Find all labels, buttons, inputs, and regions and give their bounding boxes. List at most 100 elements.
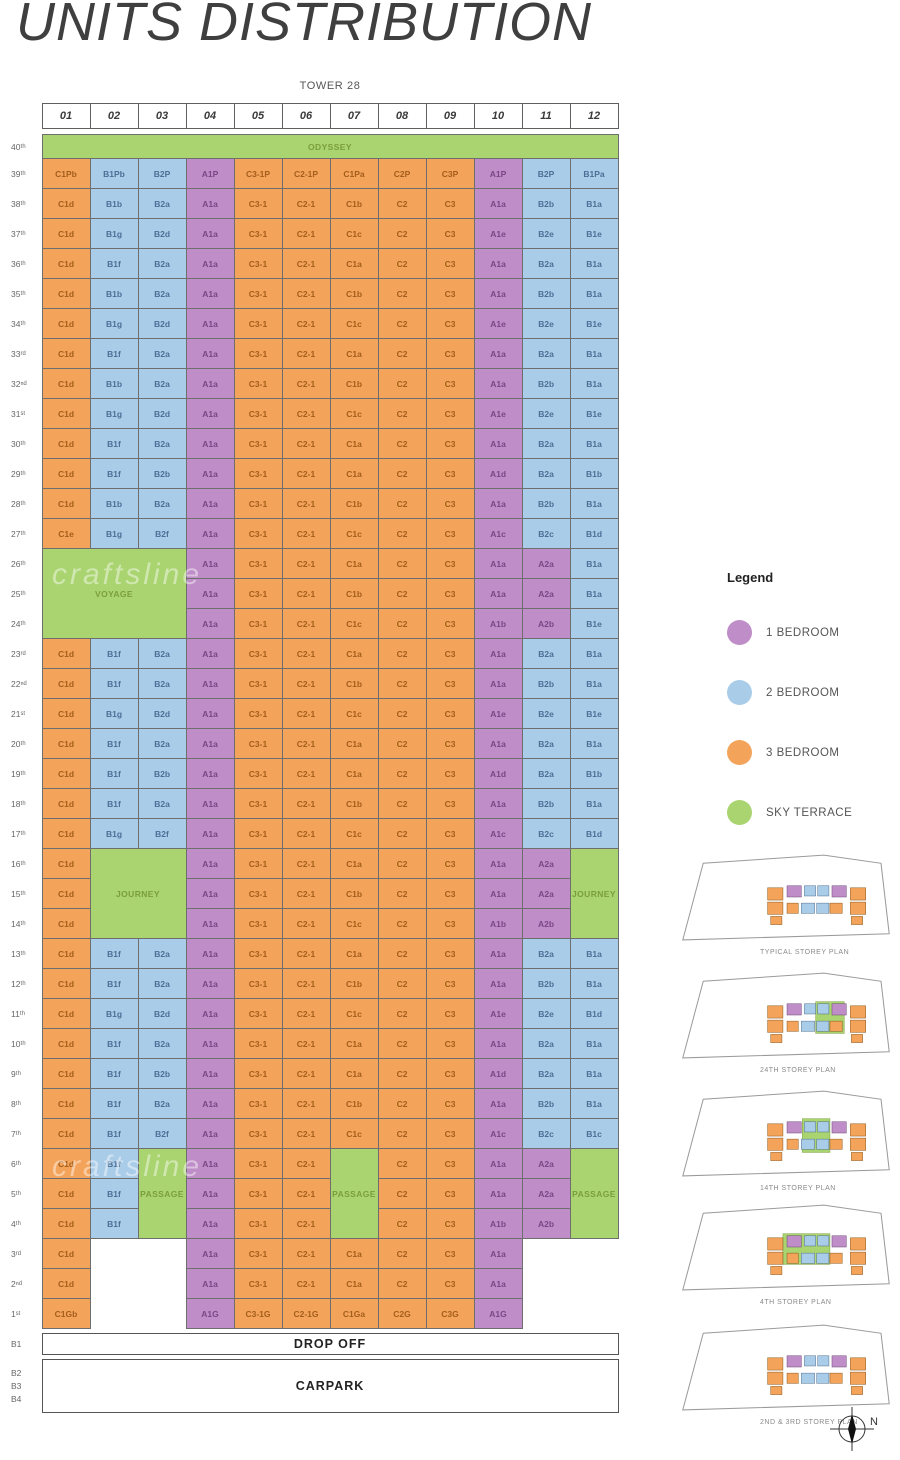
floor-label: 34ᵗʰ	[11, 318, 26, 329]
unit-cell: C2-1	[281, 608, 331, 639]
unit-cell: B1f	[89, 1208, 139, 1239]
drop-off-cell: DROP OFF	[41, 1333, 619, 1355]
page-title: UNITS DISTRIBUTION	[16, 0, 593, 52]
unit-cell: C3	[425, 968, 475, 999]
unit-cell: B1f	[89, 638, 139, 669]
unit-cell: A2a	[521, 1148, 571, 1179]
unit-cell: C1a	[329, 1238, 379, 1269]
unit-cell: C2-1	[281, 728, 331, 759]
unit-cell: B2a	[137, 1028, 187, 1059]
unit-cell: B1f	[89, 938, 139, 969]
unit-cell: C1Pb	[41, 158, 91, 189]
unit-cell: A1a	[185, 758, 235, 789]
unit-cell: B2a	[137, 428, 187, 459]
unit-cell: B1a	[569, 638, 619, 669]
unit-cell: A1a	[473, 788, 523, 819]
unit-cell: C3-1	[233, 368, 283, 399]
unit-cell: C2-1G	[281, 1298, 331, 1329]
unit-cell: A1e	[473, 308, 523, 339]
floor-label: 24ᵗʰ	[11, 618, 26, 629]
floor-label: 4ᵗʰ	[11, 1218, 21, 1229]
unit-cell: C3	[425, 1088, 475, 1119]
stack-header: 03	[137, 103, 187, 129]
unit-cell: C3-1	[233, 578, 283, 609]
floor-label: 27ᵗʰ	[11, 528, 26, 539]
unit-cell: A1a	[185, 1268, 235, 1299]
unit-cell: A1a	[185, 458, 235, 489]
unit-cell: C3	[425, 308, 475, 339]
unit-cell: B2d	[137, 398, 187, 429]
unit-cell: C1c	[329, 818, 379, 849]
unit-cell: A1a	[473, 1238, 523, 1269]
unit-cell: B1a	[569, 668, 619, 699]
unit-cell: C3	[425, 398, 475, 429]
unit-cell: A1a	[185, 908, 235, 939]
legend-label: 1 BEDROOM	[766, 626, 840, 639]
stack-header: 06	[281, 103, 331, 129]
unit-cell: C3-1	[233, 1208, 283, 1239]
unit-cell: B1a	[569, 1058, 619, 1089]
stack-header: 09	[425, 103, 475, 129]
unit-cell: C1d	[41, 188, 91, 219]
unit-cell: B1a	[569, 968, 619, 999]
unit-cell: A1a	[185, 1118, 235, 1149]
unit-cell: C1d	[41, 878, 91, 909]
unit-cell: C3	[425, 458, 475, 489]
unit-cell: A1a	[185, 728, 235, 759]
unit-cell: B1a	[569, 578, 619, 609]
unit-cell: A1a	[185, 248, 235, 279]
unit-cell: C2-1	[281, 788, 331, 819]
unit-cell: C3	[425, 278, 475, 309]
unit-cell: C3-1	[233, 938, 283, 969]
floor-label: 22ⁿᵈ	[11, 678, 27, 689]
plan-caption: 24TH STOREY PLAN	[760, 1067, 836, 1074]
unit-cell: A1a	[473, 548, 523, 579]
unit-cell: C3-1	[233, 458, 283, 489]
unit-cell: C3-1	[233, 968, 283, 999]
unit-cell: C3	[425, 1208, 475, 1239]
unit-cell: C3-1	[233, 1178, 283, 1209]
unit-cell: C3	[425, 1238, 475, 1269]
unit-cell: A1d	[473, 458, 523, 489]
unit-cell: C2-1	[281, 548, 331, 579]
unit-cell: C3-1	[233, 308, 283, 339]
floor-label: 3ʳᵈ	[11, 1248, 21, 1259]
floor-label: 40ᵗʰ	[11, 141, 26, 152]
site-plan-icon	[682, 1090, 890, 1177]
unit-cell: C3	[425, 878, 475, 909]
unit-cell: A1b	[473, 608, 523, 639]
unit-cell: C3-1	[233, 1028, 283, 1059]
legend-swatch-icon	[727, 680, 752, 705]
unit-cell: A1a	[185, 1028, 235, 1059]
unit-cell: C1d	[41, 248, 91, 279]
unit-cell: A1e	[473, 398, 523, 429]
unit-cell: C2-1	[281, 848, 331, 879]
unit-cell: C3	[425, 248, 475, 279]
unit-cell: C2-1	[281, 248, 331, 279]
unit-cell: B2a	[137, 278, 187, 309]
site-plan-icon	[682, 1204, 890, 1291]
unit-cell: A1P	[185, 158, 235, 189]
unit-cell: C2-1	[281, 218, 331, 249]
unit-cell: A1a	[473, 1268, 523, 1299]
unit-cell: C3	[425, 338, 475, 369]
unit-cell: A1a	[185, 1058, 235, 1089]
unit-cell: A1a	[185, 518, 235, 549]
unit-cell: A1a	[185, 578, 235, 609]
unit-cell: B1b	[89, 368, 139, 399]
floor-label: 33ʳᵈ	[11, 348, 26, 359]
unit-cell: C1d	[41, 1118, 91, 1149]
unit-cell: B1Pa	[569, 158, 619, 189]
unit-cell: C3	[425, 908, 475, 939]
unit-cell: C1d	[41, 1088, 91, 1119]
unit-cell: B2c	[521, 1118, 571, 1149]
floor-label: 19ᵗʰ	[11, 768, 26, 779]
unit-cell: C2-1	[281, 368, 331, 399]
unit-cell: C3	[425, 218, 475, 249]
site-plan-icon	[682, 1324, 890, 1411]
unit-cell: C2	[377, 458, 427, 489]
floor-label: 20ᵗʰ	[11, 738, 26, 749]
unit-cell: A1c	[473, 1118, 523, 1149]
floor-label: 10ᵗʰ	[11, 1038, 26, 1049]
unit-cell: C1d	[41, 428, 91, 459]
